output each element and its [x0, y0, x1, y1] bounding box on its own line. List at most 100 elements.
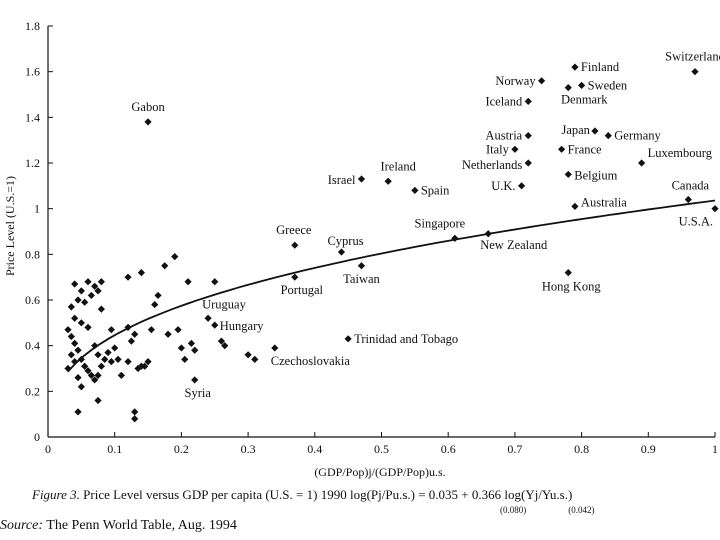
data-point-labeled: [344, 335, 352, 343]
data-point-labeled: [484, 230, 492, 238]
data-point: [71, 314, 79, 322]
source-note: Source: The Penn World Table, Aug. 1994: [0, 518, 237, 534]
data-point-labeled: [517, 182, 526, 190]
data-point: [251, 355, 259, 363]
data-point: [84, 367, 92, 375]
se-slope: (0.042): [568, 505, 595, 515]
scatter-chart: 0 0.2 0.4 0.6 0.8 1 1.2 1.4 1.6 1.8 0 0.1 0.2 0.3 0.4 0…: [3, 19, 720, 479]
data-point-labeled: [451, 234, 459, 242]
data-point-labeled: [578, 81, 586, 89]
point-label: Norway: [495, 74, 536, 88]
data-point: [94, 287, 102, 295]
data-point-labeled: [591, 127, 599, 135]
data-point: [64, 364, 72, 373]
point-label: Singapore: [415, 216, 466, 230]
axes: 0 0.2 0.4 0.6 0.8 1 1.2 1.4 1.6 1.8 0 0.1 0.2 0.3 0.4 0…: [25, 19, 718, 456]
point-label: Gabon: [131, 100, 165, 114]
data-point: [91, 282, 99, 290]
x-axis-title: (GDP/Pop)j/(GDP/Pop)u.s.: [314, 465, 445, 479]
data-point-labeled: [684, 195, 692, 204]
data-point: [131, 415, 139, 423]
data-point-labeled: [691, 68, 699, 76]
data-point: [164, 330, 172, 338]
data-point-labeled: [604, 132, 612, 140]
point-label: Taiwan: [343, 272, 380, 286]
data-point: [184, 278, 192, 286]
y-tick-label: 0: [34, 430, 40, 444]
source-label: Source:: [0, 518, 44, 533]
data-point: [97, 362, 105, 370]
y-tick-label: 1: [34, 202, 40, 216]
data-point: [91, 342, 99, 350]
point-label: Spain: [421, 183, 450, 197]
data-point: [97, 305, 105, 313]
point-label: France: [568, 142, 602, 156]
data-point: [94, 351, 102, 359]
data-point: [137, 269, 145, 277]
x-tick-label: 0.2: [174, 442, 189, 456]
data-point: [67, 332, 75, 341]
data-point-labeled: [144, 118, 152, 126]
data-point-labeled: [204, 314, 212, 322]
x-tick-label: 0.3: [241, 442, 256, 456]
data-point-labeled: [357, 262, 366, 270]
data-point: [151, 300, 159, 309]
point-label: Japan: [561, 123, 590, 137]
fit-curve: [67, 199, 716, 373]
regression-equation: log(Pj/Pu.s.) = 0.035 + 0.366 log(Yj/Yu.…: [349, 487, 573, 502]
data-point: [101, 355, 109, 363]
data-point: [74, 346, 82, 354]
source-text: The Penn World Table, Aug. 1994: [46, 518, 237, 533]
data-point: [124, 358, 132, 366]
data-point-labeled: [524, 159, 532, 167]
data-point: [191, 346, 199, 354]
y-axis-title: Price Level (U.S.=1): [3, 176, 17, 276]
data-point-labeled: [564, 84, 572, 92]
data-point: [81, 298, 89, 306]
se-intercept: (0.080): [500, 505, 527, 515]
y-tick-label: 0.4: [25, 339, 40, 353]
point-label: Iceland: [485, 94, 523, 108]
data-point: [94, 371, 102, 379]
data-point: [107, 326, 115, 334]
data-point: [131, 330, 139, 338]
data-point-labeled: [291, 241, 299, 249]
figure-label: Figure 3.: [32, 487, 80, 502]
figure-title: Price Level versus GDP per capita (U.S. …: [83, 487, 347, 502]
data-point-labeled: [191, 376, 199, 384]
point-label: Switzerland: [665, 50, 720, 64]
data-point: [74, 408, 82, 416]
data-point: [71, 339, 79, 347]
y-tick-label: 1.8: [25, 19, 40, 33]
point-label: Canada: [672, 179, 710, 193]
x-tick-label: 0.1: [107, 442, 122, 456]
point-label: Greece: [276, 223, 312, 237]
data-point: [127, 337, 135, 345]
regression-curve: [67, 199, 716, 373]
data-point: [141, 362, 149, 370]
point-label: New Zealand: [480, 238, 548, 252]
point-label: Ireland: [380, 159, 416, 173]
data-point: [117, 371, 125, 379]
data-point: [111, 344, 119, 352]
y-tick-label: 0.6: [25, 293, 40, 307]
data-point: [71, 358, 79, 366]
data-point: [211, 278, 219, 286]
data-point: [147, 326, 155, 334]
x-tick-label: 0.7: [507, 442, 522, 456]
data-point: [124, 323, 132, 331]
point-label: Netherlands: [462, 158, 523, 172]
data-point-labeled: [511, 145, 519, 153]
data-point: [77, 287, 85, 295]
data-point-labeled: [524, 97, 532, 105]
data-point-labeled: [564, 269, 572, 277]
point-label: Luxembourg: [648, 146, 713, 160]
data-point-labeled: [557, 145, 566, 153]
data-points: [64, 63, 719, 423]
data-point: [104, 348, 112, 357]
data-point: [84, 278, 92, 286]
data-point: [64, 326, 72, 334]
x-tick-label: 0.5: [374, 442, 389, 456]
data-point-labeled: [411, 186, 419, 194]
data-point: [244, 351, 252, 359]
